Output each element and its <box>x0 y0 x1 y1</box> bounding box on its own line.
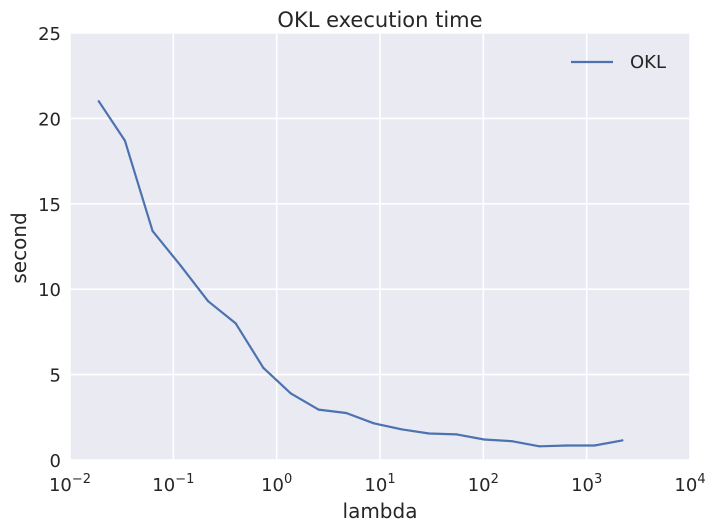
x-tick-base: 10 <box>468 475 491 496</box>
data-point <box>151 230 154 233</box>
y-axis-ticks: 0 5 10 15 20 25 <box>38 24 61 472</box>
y-tick-label: 25 <box>38 24 61 45</box>
chart-title: OKL execution time <box>277 8 482 32</box>
x-tick-base: 10 <box>571 475 594 496</box>
x-tick-base: 10 <box>152 475 175 496</box>
data-point <box>97 100 100 103</box>
grid <box>69 32 691 461</box>
x-tick-exponent: −2 <box>72 472 91 487</box>
data-point <box>538 445 541 448</box>
y-tick-label: 10 <box>38 280 61 301</box>
x-tick-exponent: 1 <box>387 472 395 487</box>
x-tick-base: 10 <box>261 475 284 496</box>
data-point <box>372 422 375 425</box>
x-tick-label: 100 <box>261 472 292 496</box>
data-point <box>483 438 486 441</box>
data-point <box>179 264 182 267</box>
data-point <box>317 408 320 411</box>
x-tick-label: 104 <box>674 472 705 496</box>
data-point <box>455 433 458 436</box>
x-tick-label: 10−1 <box>152 472 194 496</box>
data-point <box>345 411 348 415</box>
x-tick-exponent: −1 <box>175 472 194 487</box>
x-tick-label: 102 <box>468 472 499 496</box>
x-axis-ticks: 10−2 10−1 100 101 102 103 104 <box>49 472 706 496</box>
x-tick-base: 10 <box>364 475 387 496</box>
x-tick-exponent: 0 <box>284 472 292 487</box>
x-tick-exponent: 3 <box>594 472 602 487</box>
legend-label-okl: OKL <box>630 52 666 73</box>
y-tick-label: 5 <box>50 366 61 387</box>
x-tick-exponent: 2 <box>491 472 499 487</box>
data-point <box>207 300 210 303</box>
y-tick-label: 20 <box>38 109 61 130</box>
legend: OKL <box>571 52 666 73</box>
y-tick-label: 15 <box>38 195 61 216</box>
data-point <box>234 322 237 325</box>
y-axis-label: second <box>7 212 31 283</box>
data-point <box>510 440 513 443</box>
x-tick-base: 10 <box>674 475 697 496</box>
data-point <box>593 444 596 447</box>
series-line-okl <box>97 100 624 448</box>
x-tick-exponent: 4 <box>697 472 705 487</box>
data-point <box>289 392 292 395</box>
data-point <box>621 439 624 442</box>
x-tick-base: 10 <box>49 475 72 496</box>
x-axis-label: lambda <box>343 499 418 523</box>
x-tick-label: 10−2 <box>49 472 91 496</box>
x-tick-label: 101 <box>364 472 395 496</box>
data-point <box>566 444 569 447</box>
x-tick-label: 103 <box>571 472 602 496</box>
data-point <box>400 428 403 431</box>
series-layer <box>97 100 624 448</box>
data-point <box>262 366 265 369</box>
data-point <box>427 432 431 435</box>
data-point <box>123 139 126 142</box>
y-tick-label: 0 <box>50 451 61 472</box>
